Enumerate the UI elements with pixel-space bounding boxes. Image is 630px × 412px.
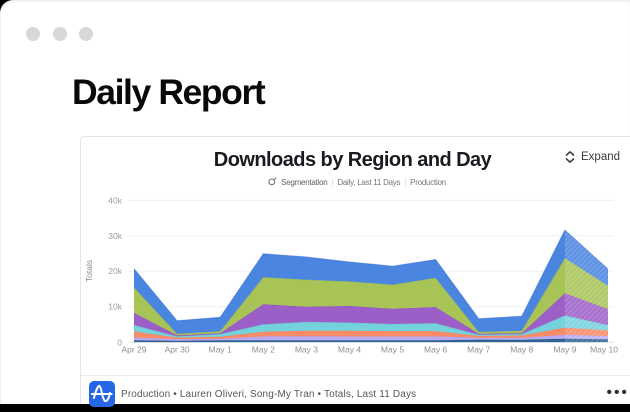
svg-text:20k: 20k <box>108 266 122 276</box>
svg-text:10k: 10k <box>108 302 122 312</box>
svg-text:May 8: May 8 <box>510 345 533 355</box>
svg-text:May 7: May 7 <box>467 345 490 355</box>
svg-text:Apr 29: Apr 29 <box>121 345 146 355</box>
svg-text:May 10: May 10 <box>590 345 618 355</box>
svg-text:40k: 40k <box>108 195 122 205</box>
svg-text:May 9: May 9 <box>553 345 576 355</box>
svg-text:May 5: May 5 <box>381 345 404 355</box>
svg-text:May 2: May 2 <box>252 345 275 355</box>
svg-text:May 3: May 3 <box>295 345 318 355</box>
svg-text:Apr 30: Apr 30 <box>165 345 190 355</box>
svg-text:Totals: Totals <box>85 260 94 282</box>
svg-text:May 6: May 6 <box>424 345 447 355</box>
svg-text:May 1: May 1 <box>209 345 232 355</box>
svg-text:May 4: May 4 <box>338 345 361 355</box>
svg-text:30k: 30k <box>108 231 122 241</box>
svg-text:0: 0 <box>117 337 122 347</box>
